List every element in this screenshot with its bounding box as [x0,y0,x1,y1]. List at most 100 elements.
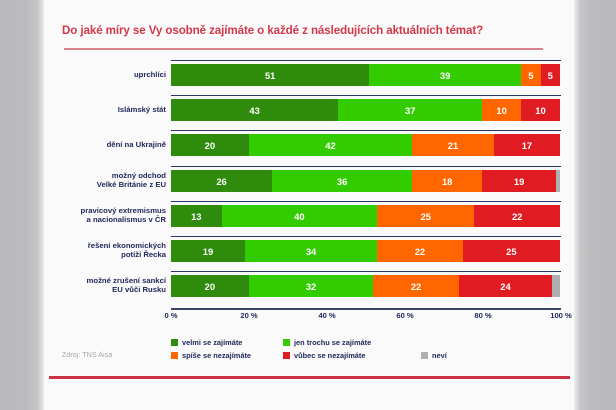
category-label-line: potíží Řecka [121,250,166,260]
legend-label: vůbec se nezajímáte [294,351,366,360]
category-label-line: EU vůči Rusku [112,285,166,295]
category-label: možné zrušení sankcí EU vůči Rusku [36,276,166,295]
x-axis-line [171,308,561,310]
bar-value-label: 5 [528,69,534,81]
legend-swatch-icon [283,339,290,346]
category-label-line: pravicový extremismus [80,205,166,215]
bar-segment: 22 [373,275,459,297]
bar-value-label: 39 [440,69,451,81]
bar-value-label: 42 [325,139,336,151]
category-label-line: možný odchod [111,170,166,180]
table-row: 43 37 10 10 [171,99,560,121]
bar-value-label: 19 [513,175,525,187]
bar-value-label: 18 [441,175,453,187]
bar-segment: 25 [462,240,560,262]
bar-segment: 43 [171,99,339,121]
category-label-line: řešení ekonomických [87,240,166,250]
legend-swatch-icon [171,352,178,359]
bar-segment: 24 [458,275,553,297]
row-separator [171,271,561,272]
bar-segment: 19 [171,240,245,262]
legend-item-not_at_all_interested[interactable]: vůbec se nezajímáte [283,349,365,362]
legend-item-very_interested[interactable]: velmi se zajímáte [171,336,242,349]
bar-segment: 22 [474,205,560,227]
x-axis-tick-label: 80 % [474,311,492,320]
bar-value-label: 40 [294,210,305,222]
category-label: dění na Ukrajině [36,140,166,150]
bar-value-label: 43 [249,104,260,116]
row-separator [171,95,561,96]
bar-value-label: 22 [414,245,426,257]
category-label-line: dění na Ukrajině [106,139,166,149]
bar-segment: 42 [248,134,413,156]
page-title: Do jaké míry se Vy osobně zajímáte o kaž… [62,24,484,37]
legend-swatch-icon [171,339,178,346]
bar-value-label: 26 [216,175,227,187]
bar-segment: 36 [272,170,413,192]
bar-segment: 25 [377,205,475,227]
category-label: Islámský stát [36,105,166,115]
category-label-line: Islámský stát [117,104,166,114]
category-label: pravicový extremismus a nacionalismus v Č… [36,206,166,225]
category-label-line: a nacionalismus v ČR [86,215,166,225]
category-label: uprchlíci [36,70,166,80]
row-separator [171,166,561,167]
row-separator [171,236,561,237]
legend-row: spíše se nezajímáte vůbec se nezajímáte ne… [171,349,571,362]
bar-segment: 13 [171,205,222,227]
right-gradient-band [574,0,616,410]
legend-item-dont_know[interactable]: neví [421,349,447,362]
bar-segment: 40 [221,205,378,227]
bar-value-label: 20 [204,139,216,151]
x-axis-tick-label: 40 % [318,311,336,320]
bar-value-label: 22 [511,210,523,222]
bar-segment: 26 [171,170,273,192]
bar-segment: 19 [482,170,557,192]
legend-label: velmi se zajímáte [182,338,243,347]
bar-value-label: 36 [336,175,348,187]
bar-value-label: 5 [547,69,553,81]
bar-segment: 5 [540,64,560,86]
title-underline [64,48,543,50]
legend-label: neví [432,351,447,360]
bar-value-label: 24 [500,280,511,292]
legend-row: velmi se zajímáte jen trochu se zajímáte [171,336,571,349]
chart-legend: velmi se zajímáte jen trochu se zajímáte s… [171,336,571,362]
legend-item-rather_not_interested[interactable]: spíše se nezajímáte [171,349,251,362]
category-label: řešení ekonomických potíží Řecka [36,241,166,260]
legend-swatch-icon [421,352,428,359]
bar-segment: 37 [338,99,483,121]
category-label-line: uprchlíci [133,69,166,79]
bar-value-label: 22 [410,280,422,292]
bar-segment [556,170,560,192]
bottom-rule [49,376,570,379]
bar-segment: 22 [377,240,463,262]
left-gradient-band [0,0,44,410]
bar-value-label: 19 [202,245,214,257]
source-note: Zdroj: TNS Aisa [62,350,113,359]
stacked-bar-chart: uprchlíci 51 39 5 5 Islámský stát 43 37 10 10 dění… [44,0,574,410]
table-row: 20 32 22 24 [171,275,560,297]
bar-value-label: 21 [447,139,459,151]
slide-card: Do jaké míry se Vy osobně zajímáte o kaž… [44,0,574,410]
bar-segment: 10 [521,99,560,121]
bar-value-label: 51 [264,69,276,81]
bar-value-label: 20 [204,280,216,292]
table-row: 19 34 22 25 [171,240,560,262]
bar-value-label: 34 [305,245,317,257]
table-row: 26 36 18 19 [171,170,560,192]
x-axis-tick-label: 100 % [550,311,572,320]
legend-item-somewhat_interested[interactable]: jen trochu se zajímáte [283,336,371,349]
bar-segment: 18 [412,170,483,192]
legend-swatch-icon [283,352,290,359]
category-label-line: Velké Británie z EU [96,180,166,190]
bar-segment: 32 [248,275,374,297]
row-separator [171,130,561,131]
bar-segment: 34 [244,240,378,262]
bar-segment: 5 [521,64,541,86]
category-label: možný odchod Velké Británie z EU [36,171,166,190]
table-row: 51 39 5 5 [171,64,560,86]
bar-value-label: 25 [420,210,431,222]
legend-label: jen trochu se zajímáte [294,338,372,347]
bar-value-label: 10 [535,104,546,116]
